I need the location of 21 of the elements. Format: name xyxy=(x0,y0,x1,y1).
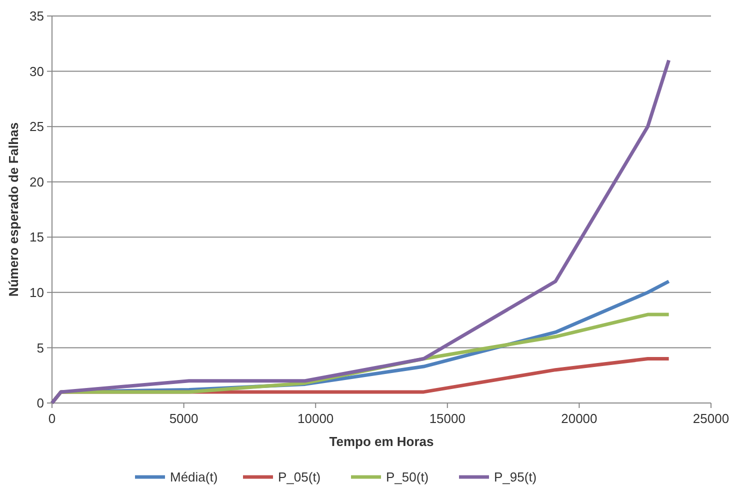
legend-label: P_50(t) xyxy=(386,470,429,485)
y-tick-label: 25 xyxy=(30,119,44,134)
x-tick-label: 0 xyxy=(48,411,56,426)
legend-label: P_95(t) xyxy=(494,470,537,485)
y-tick-label: 35 xyxy=(30,8,44,24)
x-tick-label: 20000 xyxy=(561,411,598,426)
y-axis-title: Número esperado de Falhas xyxy=(6,122,21,297)
y-tick-label: 10 xyxy=(30,284,44,300)
y-tick-label: 0 xyxy=(36,396,44,411)
x-tick-label: 10000 xyxy=(298,411,334,426)
x-tick-label: 5000 xyxy=(169,411,198,426)
x-tick-label: 15000 xyxy=(429,411,466,426)
y-tick-label: 20 xyxy=(30,174,44,190)
y-tick-label: 5 xyxy=(36,340,44,356)
x-axis-title: Tempo em Horas xyxy=(329,434,434,449)
y-tick-label: 30 xyxy=(30,64,44,79)
x-tick-label: 25000 xyxy=(692,411,730,426)
legend-label: P_05(t) xyxy=(278,470,321,485)
y-tick-label: 15 xyxy=(30,230,44,245)
line-series xyxy=(50,58,671,405)
legend-label: Média(t) xyxy=(170,470,218,485)
